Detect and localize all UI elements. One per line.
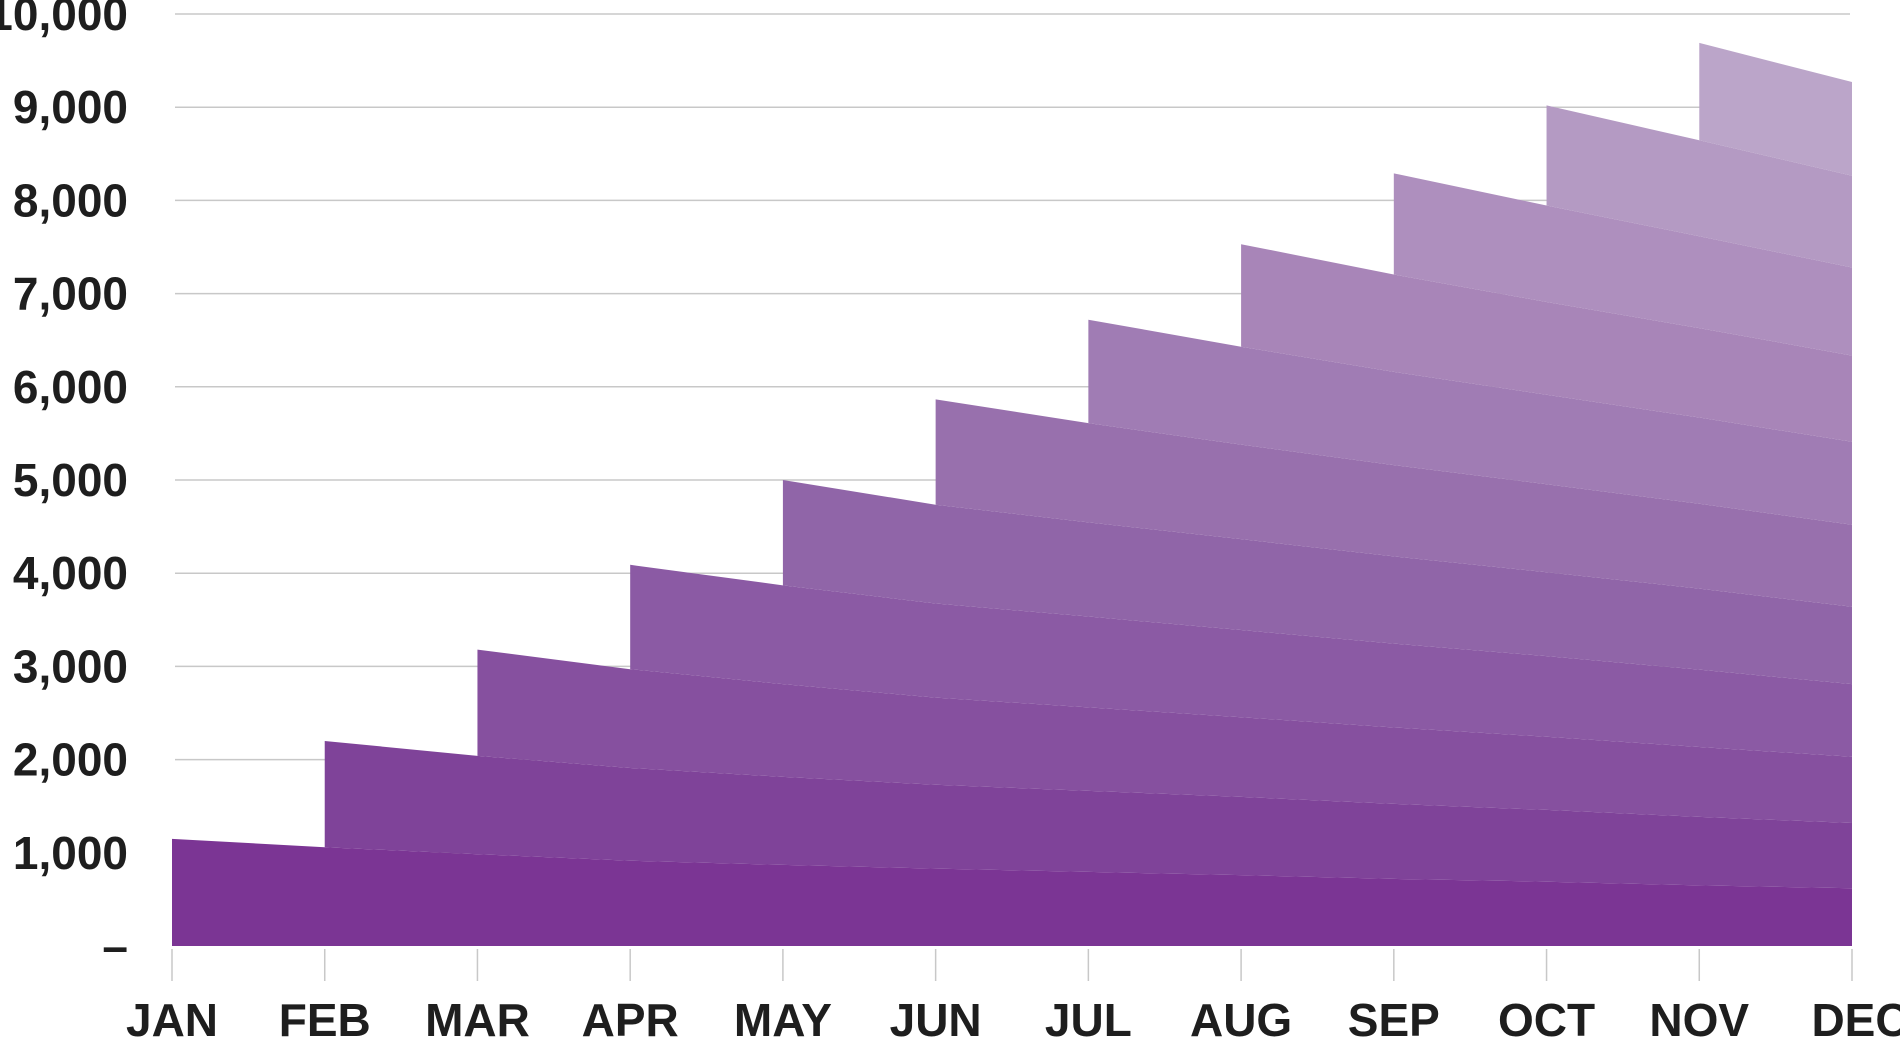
x-tick-label: JUN <box>890 994 982 1045</box>
y-tick-label: 2,000 <box>13 734 128 786</box>
x-tick-label: APR <box>582 994 679 1045</box>
y-tick-label: 6,000 <box>13 361 128 413</box>
area-series-jan <box>172 838 1852 946</box>
y-tick-label: 10,000 <box>0 0 128 40</box>
x-tick-marks <box>171 949 1853 981</box>
y-axis-labels: – 1,000 2,000 3,000 4,000 5,000 6,000 7,000 8,00… <box>0 0 128 972</box>
x-tick-label: FEB <box>279 994 371 1045</box>
x-tick-label: DEC <box>1811 994 1900 1045</box>
area-series-sep <box>1393 173 1852 356</box>
y-tick-label: 7,000 <box>13 268 128 320</box>
x-tick-label: JAN <box>126 994 218 1045</box>
x-tick-label: NOV <box>1649 994 1749 1045</box>
y-tick-label: – <box>102 920 128 972</box>
area-series <box>172 42 1852 946</box>
area-series-aug <box>1241 244 1852 442</box>
area-series-feb <box>324 740 1852 889</box>
x-tick-label: MAR <box>425 994 530 1045</box>
y-tick-label: 3,000 <box>13 640 128 692</box>
area-series-nov <box>1699 42 1852 176</box>
y-tick-label: 5,000 <box>13 454 128 506</box>
x-tick-label: OCT <box>1498 994 1595 1045</box>
y-tick-label: 4,000 <box>13 547 128 599</box>
area-series-oct <box>1546 105 1852 268</box>
area-series-apr <box>630 564 1852 757</box>
area-series-may <box>782 480 1852 685</box>
y-tick-label: 8,000 <box>13 174 128 226</box>
x-axis-labels: JAN FEB MAR APR MAY JUN JUL AUG SEP OCT NOV DEC <box>126 994 1900 1045</box>
area-series-jul <box>1088 319 1852 525</box>
x-tick-label: AUG <box>1190 994 1292 1045</box>
y-tick-label: 9,000 <box>13 81 128 133</box>
area-series-mar <box>477 649 1852 823</box>
x-tick-label: SEP <box>1348 994 1440 1045</box>
area-series-jun <box>935 399 1852 607</box>
x-tick-label: JUL <box>1045 994 1132 1045</box>
y-tick-label: 1,000 <box>13 827 128 879</box>
x-tick-label: MAY <box>734 994 832 1045</box>
